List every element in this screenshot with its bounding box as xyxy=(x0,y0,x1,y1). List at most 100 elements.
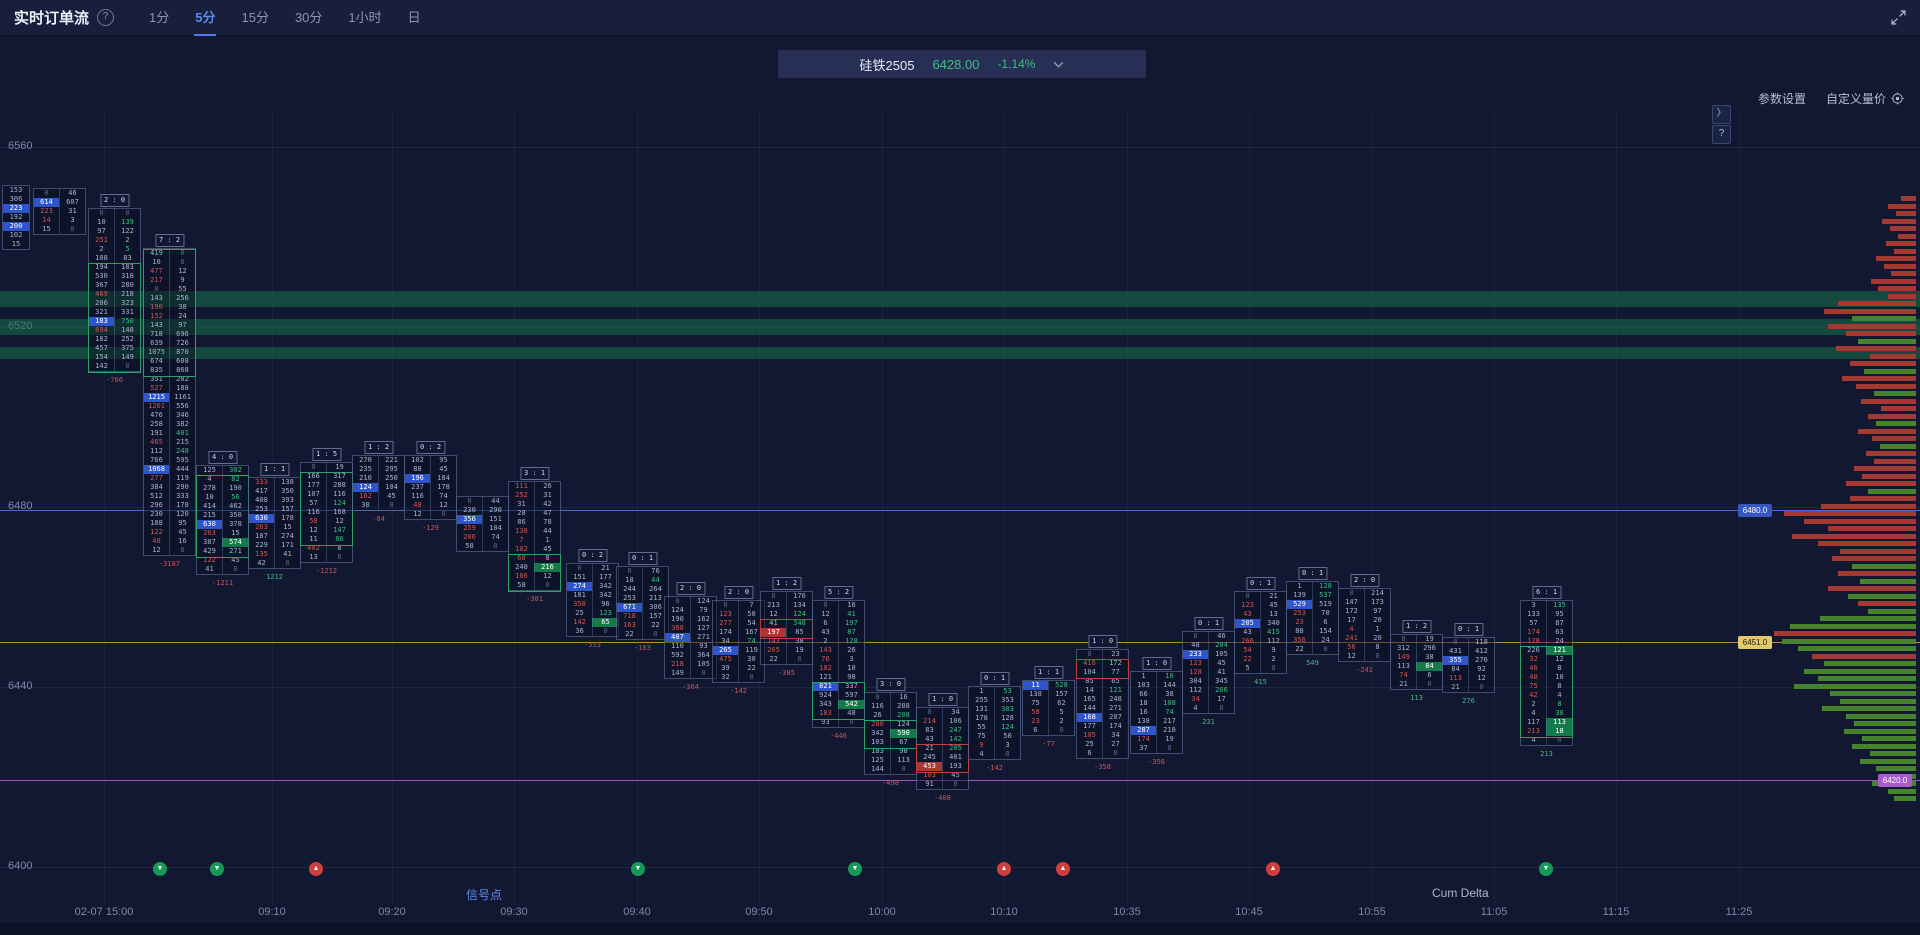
footprint-row: 58 0 xyxy=(457,542,508,551)
footprint-bid-value: 416 xyxy=(1083,659,1096,667)
footprint-bid-value: 4 xyxy=(979,750,984,758)
help-icon[interactable]: ? xyxy=(97,9,115,26)
footprint-bid-value: 12 xyxy=(152,546,161,554)
footprint-ask-value: 197 xyxy=(838,619,864,628)
vertical-gridline xyxy=(759,110,760,905)
chevron-down-icon[interactable] xyxy=(1053,61,1064,68)
footprint-row: 592 364 xyxy=(665,651,716,660)
signal-marker: ▼ xyxy=(210,862,224,876)
settings-button[interactable]: 参数设置 xyxy=(1758,90,1806,107)
tab-日[interactable]: 日 xyxy=(407,10,421,25)
footprint-ask-value: 0 xyxy=(326,553,352,562)
vertical-gridline xyxy=(882,110,883,905)
footprint-row: 103 45 xyxy=(917,771,968,780)
footprint-row: 15 xyxy=(3,240,29,249)
footprint-row: 0 21 xyxy=(1235,592,1286,601)
tab-5分[interactable]: 5分 xyxy=(194,0,217,36)
footprint-bid-value: 42 xyxy=(257,559,266,567)
footprint-bid-value: 351 xyxy=(150,375,163,383)
footprint-ask-value: 171 xyxy=(274,541,300,550)
footprint-ask-value: 128 xyxy=(838,637,864,646)
footprint-bid-value: 206 xyxy=(463,533,476,541)
footprint-bid-value: 384 xyxy=(150,483,163,491)
volume-profile-bar xyxy=(1888,293,1916,299)
custom-volume-price-label: 自定义量价 xyxy=(1825,92,1886,106)
footprint-column: 1 : 0 0 34 214 106 83 247 43 142 21 205 245 401 453 19… xyxy=(916,693,969,802)
time-axis-label: 09:50 xyxy=(745,906,773,918)
volume-profile-bar xyxy=(1858,601,1916,606)
footprint-bid-value: 414 xyxy=(203,502,216,510)
footprint-ask-value: 16 xyxy=(838,601,864,610)
footprint-bid-value: 6 xyxy=(1033,726,1038,734)
volume-profile-bar xyxy=(1896,211,1916,216)
signal-marker: ▲ xyxy=(1056,862,1070,876)
footprint-imbalance-header: 0 : 2 xyxy=(415,441,446,454)
footprint-ask-value: 271 xyxy=(690,633,716,642)
footprint-bid-value: 237 xyxy=(411,483,424,491)
collapse-icon[interactable] xyxy=(1891,10,1906,25)
tab-30分[interactable]: 30分 xyxy=(294,10,323,25)
footprint-bid-value: 402 xyxy=(307,544,320,552)
footprint-ask-value: 104 xyxy=(378,483,404,492)
chart-side-button-0[interactable]: 〉 xyxy=(1712,105,1731,124)
footprint-ask-value: 331 xyxy=(114,308,140,317)
footprint-row: 429 271 xyxy=(197,547,248,556)
cum-delta-label[interactable]: Cum Delta xyxy=(1432,886,1489,900)
footprint-bid-value: 75 xyxy=(1529,682,1538,690)
footprint-row: 1075 870 xyxy=(144,348,195,357)
footprint-bid-value: 14 xyxy=(42,216,51,224)
footprint-ask-value: 276 xyxy=(1468,656,1494,665)
footprint-bid-value: 25 xyxy=(575,609,584,617)
volume-profile-bar xyxy=(1828,526,1916,531)
footprint-column: 1 : 5 0 19 166 317 177 288 107 116 57 124 116 168 58 1… xyxy=(300,448,353,575)
footprint-bid-value: 174 xyxy=(1527,628,1540,636)
signal-point-label[interactable]: 信号点 xyxy=(465,888,503,902)
footprint-bid-value: 21 xyxy=(1451,683,1460,691)
footprint-ask-value: 248 xyxy=(1102,695,1128,704)
footprint-ask-value: 12 xyxy=(326,517,352,526)
footprint-row: 237 178 xyxy=(405,483,456,492)
footprint-ask-value: 2 xyxy=(1048,717,1074,726)
footprint-bid-value: 177 xyxy=(1083,722,1096,730)
footprint-row: 83 247 xyxy=(917,726,968,735)
footprint-row: 312 296 xyxy=(1391,644,1442,653)
footprint-bid-value: 56 xyxy=(1347,643,1356,651)
footprint-ask-value: 44 xyxy=(482,497,508,506)
footprint-bid-value: 91 xyxy=(925,780,934,788)
tab-15分[interactable]: 15分 xyxy=(241,10,269,25)
footprint-imbalance-header: 2 : 0 xyxy=(99,194,130,207)
volume-profile-bar xyxy=(1891,271,1916,276)
footprint-row: 149 0 xyxy=(665,669,716,678)
footprint-bid-value: 34 xyxy=(721,637,730,645)
footprint-row: 416 172 xyxy=(1077,659,1128,668)
footprint-ask-value: 34 xyxy=(1102,731,1128,740)
custom-volume-price-button[interactable]: 自定义量价 xyxy=(1826,90,1904,107)
footprint-ask-value: 252 xyxy=(114,335,140,344)
tab-1小时[interactable]: 1小时 xyxy=(348,10,382,25)
footprint-bid-value: 487 xyxy=(665,633,690,642)
footprint-bid-value: 630 xyxy=(249,514,274,523)
footprint-bid-value: 213 xyxy=(1527,727,1540,735)
footprint-bid-value: 68 xyxy=(517,554,526,562)
footprint-ask-value: 31 xyxy=(534,491,560,500)
volume-profile-bar xyxy=(1792,533,1916,539)
chart-side-button-1[interactable]: ? xyxy=(1712,125,1731,144)
footprint-bid-value: 0 xyxy=(1453,638,1458,646)
footprint-bid-value: 55 xyxy=(977,723,986,731)
footprint-ask-value: 83 xyxy=(114,254,140,263)
footprint-row: 0 16 xyxy=(865,693,916,702)
vertical-gridline xyxy=(637,110,638,905)
footprint-ask-value: 122 xyxy=(114,227,140,236)
footprint-row: 46 8 xyxy=(1521,664,1572,673)
footprint-ask-value: 5 xyxy=(1048,708,1074,717)
footprint-bid-value: 112 xyxy=(150,447,163,455)
footprint-bid-value: 4 xyxy=(1531,709,1536,717)
footprint-bid-value: 103 xyxy=(871,738,884,746)
tab-1分[interactable]: 1分 xyxy=(149,10,170,25)
footprint-row: 142 0 xyxy=(89,362,140,371)
instrument-selector[interactable]: 硅铁2505 6428.00 -1.14% xyxy=(778,50,1146,78)
